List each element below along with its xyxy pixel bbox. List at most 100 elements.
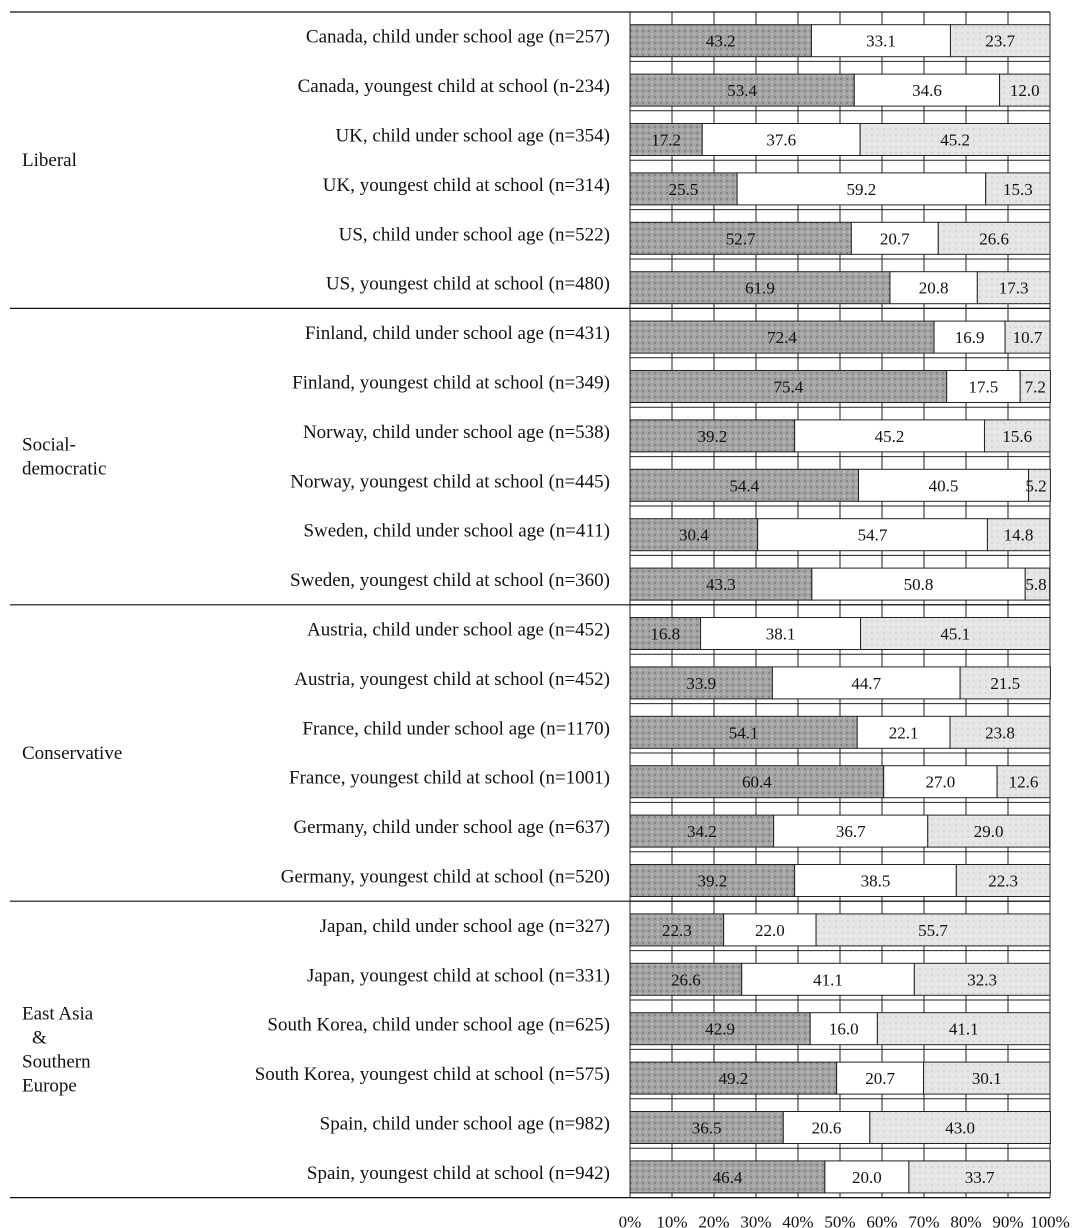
row-label: UK, child under school age (n=354): [335, 126, 610, 147]
row-label: Germany, youngest child at school (n=520…: [281, 867, 610, 888]
bar-segment: [850, 221, 939, 255]
row-label: France, child under school age (n=1170): [302, 718, 610, 739]
bar-segment: [629, 715, 858, 749]
group-label-line: East Asia: [22, 1003, 94, 1024]
bar-segment: [983, 419, 1051, 453]
data-label: 5.2: [1025, 476, 1046, 495]
data-label: 38.5: [861, 872, 891, 891]
data-label: 38.1: [766, 625, 796, 644]
bar-segment: [629, 1061, 838, 1095]
data-label: 45.2: [940, 131, 970, 150]
bar-segment: [856, 715, 951, 749]
row-label: Canada, youngest child at school (n-234): [298, 76, 610, 97]
row-label: Sweden, child under school age (n=411): [303, 521, 610, 542]
data-label: 30.4: [679, 526, 709, 545]
group-label: Conservative: [22, 743, 122, 764]
data-label: 14.8: [1004, 526, 1034, 545]
row-label: US, youngest child at school (n=480): [326, 274, 610, 295]
group-label: East Asia & Southern Europe: [22, 1003, 94, 1096]
row-label: France, youngest child at school (n=1001…: [289, 768, 610, 789]
bar-segment: [741, 962, 915, 996]
data-label: 20.8: [919, 279, 949, 298]
data-label: 60.4: [742, 773, 772, 792]
data-label: 23.7: [985, 32, 1015, 51]
data-label: 36.7: [836, 822, 866, 841]
bar-segment: [810, 24, 951, 58]
group-label-line: Southern: [22, 1051, 91, 1072]
data-label: 50.8: [904, 575, 934, 594]
bar-segment: [794, 419, 985, 453]
bar-segment: [629, 1012, 811, 1046]
x-tick-label: 50%: [824, 1213, 855, 1228]
data-label: 46.4: [713, 1168, 743, 1187]
data-label: 34.6: [912, 81, 942, 100]
data-label: 25.5: [669, 180, 699, 199]
data-label: 43.2: [706, 32, 736, 51]
data-label: 27.0: [926, 773, 956, 792]
data-label: 30.1: [972, 1069, 1002, 1088]
bar-segment: [1028, 468, 1051, 502]
bar-segment: [815, 913, 1051, 947]
bar-segment: [629, 518, 759, 552]
bar-segment: [949, 715, 1051, 749]
x-tick-label: 10%: [656, 1213, 687, 1228]
row-label: Norway, child under school age (n=538): [303, 422, 610, 443]
bar-segment: [859, 123, 1051, 156]
data-label: 43.0: [945, 1119, 975, 1138]
data-label: 39.2: [697, 427, 727, 446]
data-label: 20.0: [852, 1168, 882, 1187]
row-label: US, child under school age (n=522): [339, 224, 610, 245]
row-label: Austria, youngest child at school (n=452…: [294, 669, 610, 690]
bar-segment: [782, 1111, 871, 1144]
bar-segment: [629, 1160, 826, 1194]
data-label: 29.0: [974, 822, 1004, 841]
data-label: 12.0: [1010, 81, 1040, 100]
data-label: 15.3: [1003, 180, 1033, 199]
row-label: South Korea, child under school age (n=6…: [267, 1015, 610, 1036]
bar-segment: [629, 617, 702, 650]
bar-segment: [811, 567, 1026, 601]
bar-segment: [629, 1111, 784, 1144]
data-label: 33.1: [866, 32, 896, 51]
data-label: 44.7: [851, 674, 881, 693]
row-label: Norway, youngest child at school (n=445): [290, 471, 610, 492]
data-label: 22.3: [988, 872, 1018, 891]
bar-segment: [771, 666, 961, 700]
data-label: 26.6: [671, 970, 701, 989]
row-label: Germany, child under school age (n=637): [293, 817, 610, 838]
chart-bars: [629, 24, 1051, 1194]
bar-segment: [860, 617, 1051, 650]
data-label: 61.9: [745, 279, 775, 298]
bar-segment: [927, 814, 1051, 848]
bar-segment: [629, 370, 948, 403]
data-label: 12.6: [1009, 773, 1039, 792]
bar-segment: [986, 518, 1051, 552]
data-label: 33.7: [965, 1168, 995, 1187]
bar-segment: [857, 468, 1030, 502]
data-label: 20.6: [812, 1119, 842, 1138]
data-label: 5.8: [1025, 575, 1046, 594]
data-label: 17.2: [651, 131, 681, 150]
bar-segment: [913, 962, 1051, 996]
bar-segment: [908, 1160, 1051, 1194]
data-label: 59.2: [847, 180, 877, 199]
x-tick-label: 60%: [866, 1213, 897, 1228]
data-label: 34.2: [687, 822, 717, 841]
chart-gridlines: [10, 11, 1051, 1199]
data-label: 21.5: [990, 674, 1020, 693]
x-tick-label: 90%: [992, 1213, 1023, 1228]
data-label: 54.4: [729, 476, 759, 495]
group-label-line: Conservative: [22, 743, 122, 764]
group-label: Social-democratic: [22, 435, 106, 480]
x-tick-label: 0%: [619, 1213, 642, 1228]
bar-segment: [629, 864, 796, 897]
bar-segment: [629, 666, 773, 700]
data-label: 36.5: [692, 1119, 722, 1138]
data-label: 41.1: [949, 1020, 979, 1039]
bar-segment: [999, 73, 1051, 107]
group-label-line: democratic: [22, 459, 106, 480]
row-label: Spain, child under school age (n=982): [320, 1114, 610, 1135]
x-tick-label: 40%: [782, 1213, 813, 1228]
bar-segment: [1004, 320, 1051, 354]
bar-segment: [629, 765, 885, 799]
